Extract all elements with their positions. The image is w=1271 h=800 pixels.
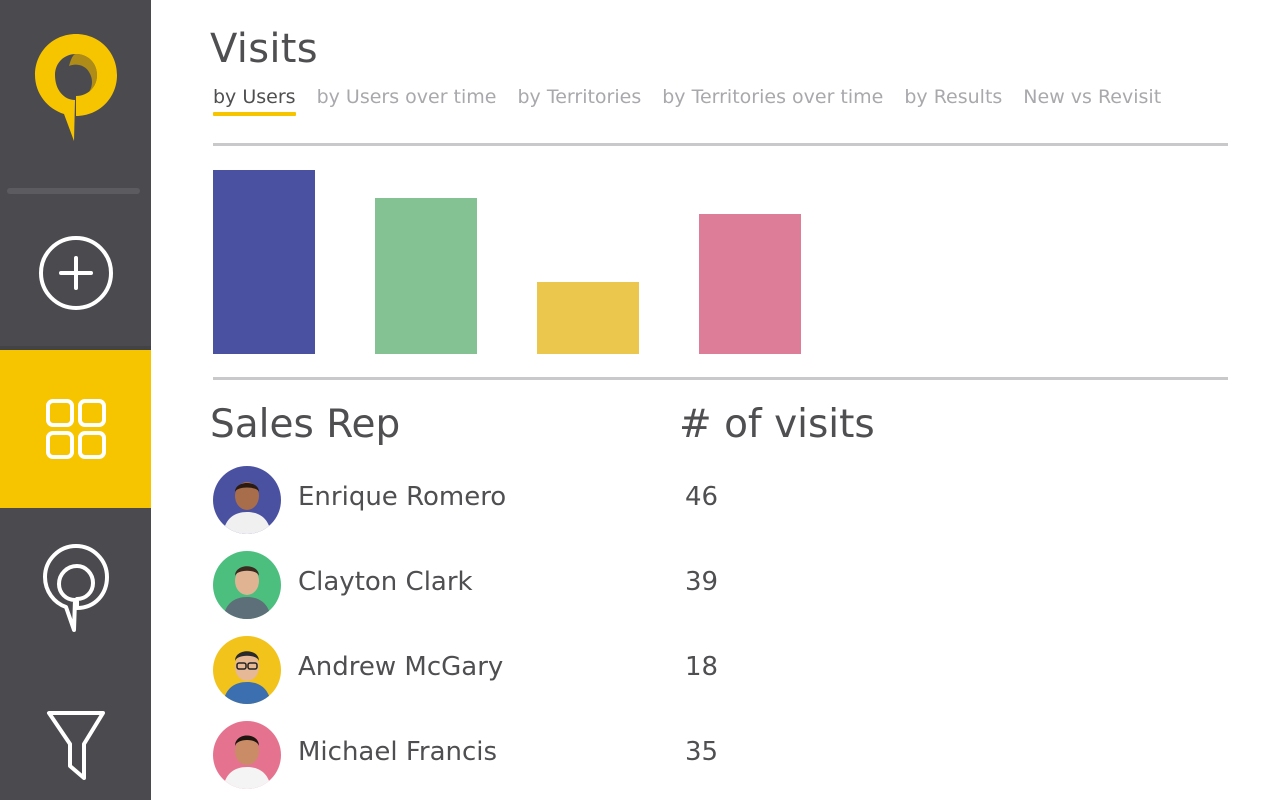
visits-bar-chart [213, 150, 1228, 354]
avatar [213, 466, 281, 534]
tab-new-vs-revisit[interactable]: New vs Revisit [1023, 86, 1162, 108]
visit-count: 46 [685, 482, 719, 512]
chart-bar[interactable] [537, 282, 639, 354]
avatar [213, 551, 281, 619]
visit-count: 18 [685, 652, 719, 682]
tab-by-territories-over-time[interactable]: by Territories over time [662, 86, 884, 108]
sidebar-item-add[interactable] [0, 193, 151, 353]
sales-rep-name: Michael Francis [298, 737, 498, 767]
sidebar-item-filter[interactable] [0, 668, 151, 800]
sales-rep-list: Enrique Romero 46 Clayton Clark 39 [213, 463, 1113, 800]
sidebar-separator [0, 346, 151, 350]
plus-circle-icon [38, 236, 113, 310]
chart-top-divider [213, 143, 1228, 146]
sales-rep-name: Clayton Clark [298, 567, 473, 597]
chart-bar[interactable] [213, 170, 315, 354]
table-row[interactable]: Enrique Romero 46 [213, 463, 1113, 548]
chart-canvas [213, 170, 801, 354]
page-title: Visits [210, 26, 318, 72]
avatar [213, 636, 281, 704]
sidebar-divider [7, 188, 140, 194]
filter-icon [46, 711, 105, 780]
report-tabs: by Users by Users over time by Territori… [213, 86, 1182, 116]
app-logo[interactable] [0, 0, 151, 188]
main-content: Visits by Users by Users over time by Te… [151, 0, 1271, 800]
chart-bottom-divider [213, 377, 1228, 380]
tab-by-territories[interactable]: by Territories [517, 86, 642, 108]
sidebar-item-dashboard[interactable] [0, 350, 151, 508]
sidebar [0, 0, 151, 800]
sales-rep-name: Enrique Romero [298, 482, 507, 512]
column-header-sales-rep: Sales Rep [210, 402, 401, 447]
visit-count: 39 [685, 567, 719, 597]
sales-rep-name: Andrew McGary [298, 652, 504, 682]
table-row[interactable]: Clayton Clark 39 [213, 548, 1113, 633]
avatar [213, 721, 281, 789]
chart-bar[interactable] [375, 198, 477, 354]
map-pin-icon [42, 544, 109, 632]
map-pin-logo-icon [34, 34, 117, 141]
visit-count: 35 [685, 737, 719, 767]
tab-by-results[interactable]: by Results [904, 86, 1003, 108]
tab-by-users[interactable]: by Users [213, 86, 296, 116]
grid-icon [45, 399, 106, 459]
column-header-visits: # of visits [679, 402, 875, 447]
tab-by-users-over-time[interactable]: by Users over time [316, 86, 497, 108]
table-row[interactable]: Michael Francis 35 [213, 718, 1113, 800]
sidebar-item-places[interactable] [0, 508, 151, 668]
table-row[interactable]: Andrew McGary 18 [213, 633, 1113, 718]
chart-bar[interactable] [699, 214, 801, 354]
